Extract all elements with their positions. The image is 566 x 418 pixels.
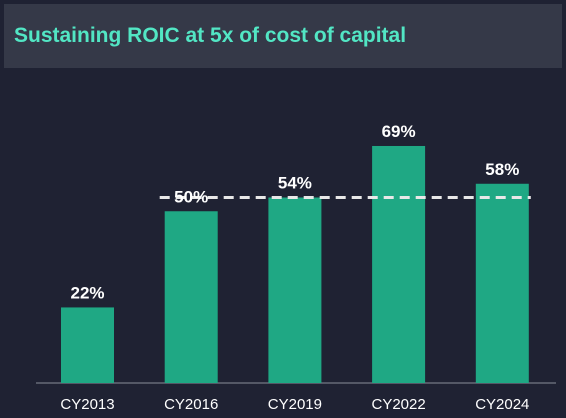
value-label-cy2019: 54% [278,174,312,193]
chart-title: Sustaining ROIC at 5x of cost of capital [14,24,407,47]
bar-cy2022 [372,145,426,383]
bar-group [61,145,529,383]
category-label-cy2019: CY2019 [268,396,322,413]
chart-title-bar [4,4,562,68]
value-labels: 22% 50% 54% 69% 58% [70,122,519,302]
category-label-cy2024: CY2024 [475,396,529,413]
value-label-cy2016: 50% [174,187,208,206]
bar-cy2013 [61,307,114,383]
bar-cy2016 [164,211,218,383]
bar-cy2019 [268,197,322,383]
bar-cy2024 [475,183,529,383]
value-label-cy2022: 69% [382,122,416,141]
category-label-cy2016: CY2016 [164,396,218,413]
value-label-cy2024: 58% [485,160,519,179]
category-label-cy2022: CY2022 [371,396,425,413]
category-label-cy2013: CY2013 [60,396,114,413]
category-labels: CY2013 CY2016 CY2019 CY2022 CY2024 [60,396,529,413]
value-label-cy2013: 22% [70,283,104,302]
